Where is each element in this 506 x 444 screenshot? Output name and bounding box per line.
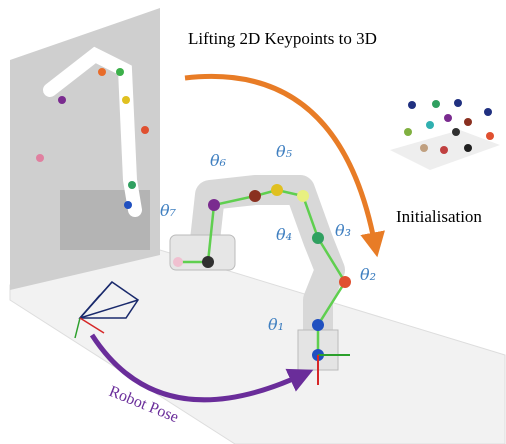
title: Lifting 2D Keypoints to 3D [188,29,377,48]
joint-label: θ₅ [276,142,293,161]
joint-label: θ₂ [360,265,376,284]
robot [169,175,351,385]
joint-label: θ₇ [160,201,177,220]
joint-label: θ₄ [276,225,292,244]
joint-label: θ₃ [335,221,351,240]
joint-label: θ₁ [268,315,284,334]
pose-arrow [89,333,314,403]
photo-keypoints [36,68,149,209]
joint-label: θ₆ [210,151,227,170]
floor [9,249,506,444]
initialisation-label: Initialisation [396,207,482,226]
lift-arrow [184,74,385,258]
camera [74,281,140,339]
photo-robot [43,46,142,217]
cloud-keypoints [404,99,494,154]
